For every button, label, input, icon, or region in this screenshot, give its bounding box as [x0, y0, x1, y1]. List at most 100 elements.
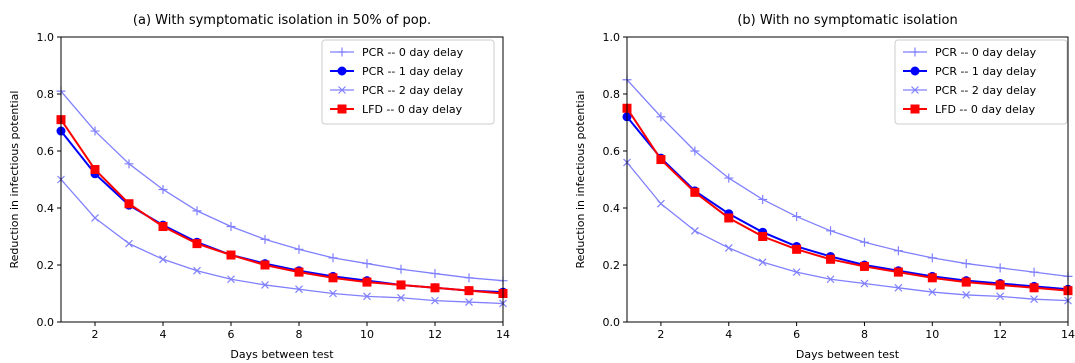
- x-tick-label: 8: [296, 328, 303, 341]
- data-point-s2-6: [826, 275, 835, 284]
- data-point-s0-4: [758, 194, 768, 204]
- x-tick-label: 12: [428, 328, 442, 341]
- series-line-3: [60, 119, 504, 295]
- data-point-s3-8: [328, 273, 338, 283]
- data-point-s3-5: [226, 250, 236, 260]
- legend-label-2: PCR -- 2 day delay: [362, 84, 464, 97]
- data-point-s0-4: [192, 206, 202, 216]
- data-point-s2-9: [928, 288, 937, 296]
- x-tick-label: 4: [160, 328, 167, 341]
- data-point-s0-6: [826, 226, 836, 236]
- x-axis-label: Days between test: [230, 348, 334, 361]
- data-point-s2-6: [261, 281, 269, 289]
- data-point-s2-7: [295, 285, 303, 294]
- data-point-s2-4: [758, 258, 767, 267]
- data-point-s0-10: [961, 259, 971, 269]
- series-line-2: [60, 179, 504, 305]
- x-axis-label: Days between test: [796, 348, 900, 361]
- data-point-s0-6: [260, 234, 270, 244]
- data-point-s3-8: [893, 267, 903, 277]
- x-tick-label: 2: [92, 328, 99, 341]
- data-point-s2-10: [397, 293, 405, 302]
- data-point-s3-12: [1029, 283, 1039, 293]
- chart-panel-a: (a) With symptomatic isolation in 50% of…: [8, 13, 510, 361]
- data-point-s3-7: [859, 261, 869, 271]
- x-tick-label: 6: [228, 328, 235, 341]
- legend-box: [321, 39, 495, 125]
- legend-marker-1: [337, 66, 347, 76]
- data-point-s2-9: [363, 292, 371, 301]
- data-point-s3-4: [758, 232, 768, 241]
- data-point-s2-8: [329, 289, 337, 298]
- y-tick-label: 0.6: [37, 145, 55, 158]
- data-point-s2-12: [465, 298, 473, 306]
- plot-frame: [60, 36, 504, 323]
- data-point-s3-6: [826, 254, 836, 264]
- chart-title: (b) With no symptomatic isolation: [737, 13, 957, 28]
- y-tick-label: 0.6: [603, 145, 621, 158]
- legend-label-0: PCR -- 0 day delay: [362, 46, 464, 59]
- x-tick-label: 10: [925, 328, 939, 341]
- x-tick-label: 6: [793, 328, 800, 341]
- y-tick-label: 0.4: [603, 202, 621, 215]
- data-point-s3-11: [995, 280, 1005, 290]
- y-tick-label: 1.0: [603, 31, 621, 44]
- data-point-s3-3: [724, 213, 734, 223]
- data-point-s0-2: [124, 159, 134, 169]
- x-tick-label: 12: [993, 328, 1007, 341]
- data-point-s3-4: [192, 239, 202, 249]
- data-point-s2-11: [431, 296, 439, 305]
- data-point-s0-1: [90, 126, 100, 136]
- data-point-s0-2: [690, 146, 700, 156]
- data-point-s0-9: [927, 253, 937, 263]
- x-tick-label: 2: [657, 328, 664, 341]
- data-point-s2-11: [996, 292, 1005, 301]
- y-tick-label: 0.8: [603, 88, 621, 101]
- legend-label-0: PCR -- 0 day delay: [935, 46, 1037, 59]
- y-tick-label: 0.4: [37, 202, 55, 215]
- chart-panel-b: (b) With no symptomatic isolation 2 4 6 8 10 1…: [574, 13, 1075, 361]
- data-point-s3-3: [158, 222, 168, 232]
- data-point-s0-5: [226, 222, 236, 232]
- data-point-s2-10: [962, 291, 971, 299]
- data-point-s0-7: [294, 244, 304, 254]
- x-tick-label: 14: [496, 328, 510, 341]
- data-point-s0-1: [656, 112, 666, 122]
- data-point-s3-2: [124, 199, 134, 209]
- x-tick-label: 10: [360, 328, 374, 341]
- data-point-s0-12: [464, 273, 474, 283]
- series-line-2: [626, 161, 1069, 302]
- legend-marker-3: [910, 104, 920, 114]
- data-point-s2-1: [656, 199, 665, 208]
- data-point-s2-3: [724, 243, 733, 252]
- data-point-s3-10: [396, 280, 406, 290]
- data-point-s3-1: [90, 165, 100, 175]
- legend-marker-0: [910, 47, 920, 57]
- data-point-s3-11: [430, 283, 440, 293]
- data-point-s0-5: [792, 212, 802, 222]
- data-point-s2-1: [91, 214, 99, 222]
- y-tick-label: 0.0: [37, 316, 55, 329]
- y-tick-label: 0.8: [37, 88, 55, 101]
- chart-title: (a) With symptomatic isolation in 50% of…: [133, 13, 431, 28]
- legend-marker-2: [911, 86, 919, 94]
- legend-marker-3: [337, 104, 347, 114]
- legend-marker-0: [337, 47, 347, 57]
- data-point-s2-2: [690, 226, 699, 235]
- data-point-s3-1: [656, 155, 666, 165]
- legend-marker-1: [910, 66, 920, 76]
- series-line-1: [626, 116, 1069, 291]
- data-point-s0-11: [995, 263, 1005, 273]
- y-axis-label: Reduction in infectious potential: [574, 91, 587, 269]
- data-point-s0-10: [396, 264, 406, 274]
- data-point-s3-2: [690, 187, 700, 197]
- y-axis-label: Reduction in infectious potential: [8, 91, 21, 269]
- legend-label-3: LFD -- 0 day delay: [935, 103, 1036, 116]
- data-point-s2-2: [125, 239, 133, 248]
- data-point-s0-8: [893, 246, 903, 256]
- data-point-s3-12: [464, 286, 474, 296]
- legend-label-2: PCR -- 2 day delay: [935, 84, 1037, 97]
- data-point-s3-10: [961, 277, 971, 287]
- y-tick-label: 0.0: [603, 316, 621, 329]
- legend-marker-2: [338, 86, 346, 94]
